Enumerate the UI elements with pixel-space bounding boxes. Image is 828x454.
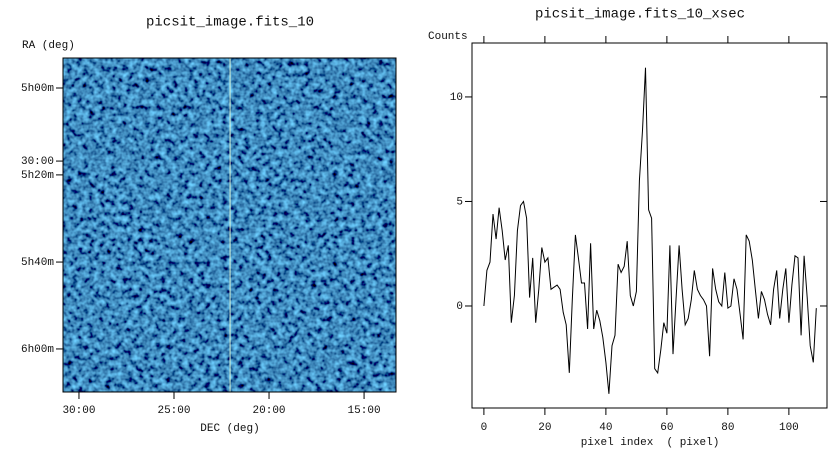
x-tick-label: 25:00 xyxy=(157,405,190,417)
sky-image xyxy=(63,58,396,392)
x-tick-label: 0 xyxy=(481,422,488,434)
x-tick-label: 20:00 xyxy=(253,405,286,417)
y-tick-label: 0 xyxy=(456,301,463,313)
y-tick-label: 5h00m xyxy=(21,83,54,95)
data-line xyxy=(483,67,817,394)
x-tick-label: 80 xyxy=(721,422,734,434)
y-tick-label: 6h00m xyxy=(21,344,54,356)
x-tick-label: 20 xyxy=(538,422,551,434)
x-axis-label: pixel index ( pixel) xyxy=(581,437,720,449)
x-axis-label: DEC (deg) xyxy=(200,423,259,435)
x-tick-label: 30:00 xyxy=(62,405,95,417)
y-axis-label: Counts xyxy=(428,31,468,43)
y-tick-label: 5h40m xyxy=(21,257,54,269)
y-tick-label: 5 xyxy=(456,196,463,208)
y-axis-label: RA (deg) xyxy=(22,40,75,52)
chart-title: picsit_image.fits_10 xyxy=(146,15,314,31)
plot-frame xyxy=(62,57,397,393)
y-tick-label: 30:00 xyxy=(21,156,54,168)
y-tick-label: 5h20m xyxy=(21,170,54,182)
x-tick-label: 100 xyxy=(779,422,799,434)
chart-title: picsit_image.fits_10_xsec xyxy=(535,7,745,23)
x-tick-label: 15:00 xyxy=(348,405,381,417)
y-tick-label: 10 xyxy=(450,92,463,104)
x-tick-label: 40 xyxy=(599,422,612,434)
x-tick-label: 60 xyxy=(660,422,673,434)
plot-frame xyxy=(471,42,828,409)
